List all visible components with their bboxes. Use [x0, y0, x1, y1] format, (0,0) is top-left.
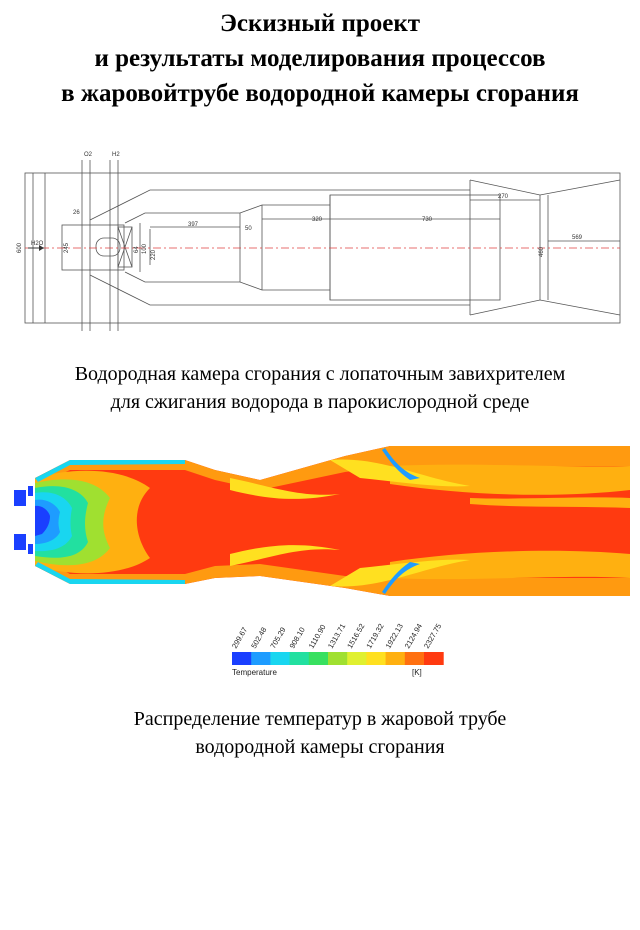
legend-swatch [270, 652, 291, 665]
legend-tick-label: 2327.75 [422, 622, 443, 650]
title-line-2: и результаты моделирования процессов [94, 45, 546, 72]
dim-270: 270 [498, 194, 509, 200]
contour-caption: Распределение температур в жаровой трубе… [0, 705, 640, 761]
dim-100: 100 [142, 243, 148, 254]
legend-tick-label: 502.48 [249, 626, 268, 650]
flame-tube-outer-bottom [89, 274, 470, 306]
o2-label: O2 [84, 152, 93, 158]
outlet-cone-bottom [469, 299, 621, 316]
liner-top [124, 204, 330, 224]
dim-64: 64 [134, 246, 140, 253]
legend-unit: [K] [412, 668, 422, 677]
legend-swatch [328, 652, 348, 665]
legend-swatch [424, 652, 444, 665]
legend-swatch [308, 652, 329, 665]
contour-caption-line-2: водородной камеры сгорания [195, 736, 445, 758]
swirler-block [117, 226, 133, 268]
burner-head [61, 224, 125, 271]
legend-swatch [232, 652, 252, 665]
dim-50: 50 [245, 226, 252, 232]
injector-nozzle [95, 237, 121, 257]
legend-title: Temperature [232, 668, 277, 677]
drawing-caption: Водородная камера сгорания с лопаточным … [0, 360, 640, 416]
outer-casing [24, 172, 621, 324]
legend-tick-label: 1110.90 [307, 623, 328, 650]
legend-swatch [404, 652, 425, 665]
legend-tick-label: 908.10 [288, 626, 307, 650]
temperature-legend: 299.67 502.48 705.29 908.10 1110.901313.7115… [230, 622, 444, 677]
dim-245: 245 [64, 242, 70, 253]
drawing-caption-line-1: Водородная камера сгорания с лопаточным … [74, 363, 566, 385]
legend-tick-label: 299.67 [230, 626, 249, 650]
temperature-contour [14, 446, 630, 596]
outlet-cone-top [469, 179, 621, 196]
legend-color-bar [232, 652, 444, 665]
legend-swatch [366, 652, 387, 665]
title-line-3: в жаровойтрубе водородной камеры сгорани… [61, 80, 579, 107]
legend-ticks: 299.67 502.48 705.29 908.10 1110.901313.7115… [230, 622, 443, 650]
title-line-1: Эскизный проект [219, 10, 421, 37]
legend-tick-label: 705.29 [268, 626, 287, 650]
legend-swatch [251, 652, 271, 665]
h2-label: H2 [112, 152, 120, 158]
dim-397: 397 [188, 222, 199, 228]
dim-730: 730 [422, 217, 433, 223]
wide-section [329, 194, 501, 301]
dim-26: 26 [73, 210, 80, 216]
dim-220: 220 [151, 249, 157, 260]
chamber-drawing: O2 H2 H2O 600 245 26 64 100 220 397 50 3… [17, 152, 621, 331]
dim-569: 569 [572, 235, 583, 241]
legend-swatch [385, 652, 406, 665]
injector-upper [14, 490, 26, 506]
injector-lower [14, 534, 26, 550]
dim-320: 320 [312, 217, 323, 223]
legend-swatch [289, 652, 310, 665]
h2o-label: H2O [31, 241, 44, 247]
liner-bottom [124, 271, 330, 291]
drawing-caption-line-2: для сжигания водорода в парокислородной … [110, 391, 530, 413]
legend-swatch [347, 652, 367, 665]
dim-460: 460 [539, 246, 545, 257]
page-title: Эскизный проект и результаты моделирован… [0, 6, 640, 111]
dim-600: 600 [17, 242, 23, 253]
flame-tube-outer-top [89, 189, 470, 221]
contour-caption-line-1: Распределение температур в жаровой трубе [133, 708, 507, 730]
